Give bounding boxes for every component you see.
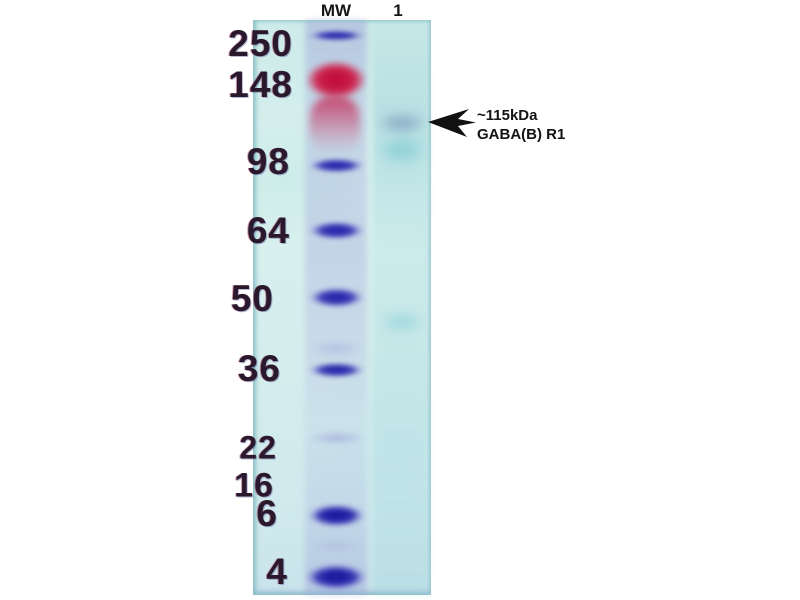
mw-label-36: 36: [237, 347, 281, 389]
lane-header-1: 1: [393, 1, 403, 20]
ladder-band-250: [308, 29, 365, 41]
lane-header-mw: MW: [320, 1, 352, 20]
band-annotation: ~115kDa GABA(B) R1: [477, 106, 565, 144]
ladder-faint-smear-0: [309, 339, 363, 357]
lane-1-sample: [373, 20, 429, 595]
ladder-band-50: [308, 286, 365, 308]
ladder-red-smear: [310, 96, 360, 154]
mw-label-250: 250: [228, 22, 293, 64]
sample-band-2: [378, 313, 425, 331]
mw-label-98: 98: [246, 140, 290, 182]
ladder-band-64: [308, 220, 365, 240]
ladder-band-36: [308, 362, 365, 378]
mw-label-16: 16: [234, 466, 274, 505]
ladder-band-6: [308, 503, 365, 527]
mw-label-148: 148: [228, 63, 293, 105]
mw-label-50: 50: [230, 277, 274, 319]
ladder-band-22: [308, 432, 365, 444]
ladder-band-4: [305, 564, 367, 590]
ladder-faint-smear-1: [309, 540, 363, 552]
band-pointer-arrow-icon: [428, 109, 476, 137]
mw-label-64: 64: [246, 209, 290, 251]
ladder-band-98: [308, 157, 365, 173]
mw-label-6: 6: [256, 492, 278, 534]
sample-band-1: [377, 136, 426, 164]
ladder-band-148: [305, 60, 367, 100]
sample-band-0: [376, 112, 427, 134]
mw-label-4: 4: [266, 550, 288, 592]
band-annotation-protein: GABA(B) R1: [477, 126, 566, 143]
band-annotation-size: ~115kDa: [477, 107, 538, 124]
mw-label-22: 22: [239, 429, 277, 466]
gel-blot-image: [253, 20, 431, 595]
